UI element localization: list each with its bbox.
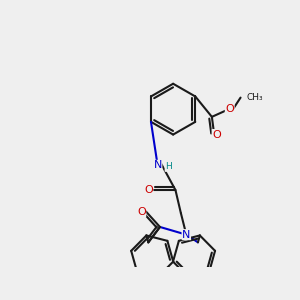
Text: O: O — [137, 207, 146, 217]
Text: N: N — [182, 230, 190, 240]
Text: O: O — [144, 185, 153, 195]
Text: O: O — [225, 104, 234, 114]
Text: CH₃: CH₃ — [247, 93, 263, 102]
Text: N: N — [153, 160, 162, 170]
Text: O: O — [212, 130, 221, 140]
Text: H: H — [165, 162, 172, 171]
